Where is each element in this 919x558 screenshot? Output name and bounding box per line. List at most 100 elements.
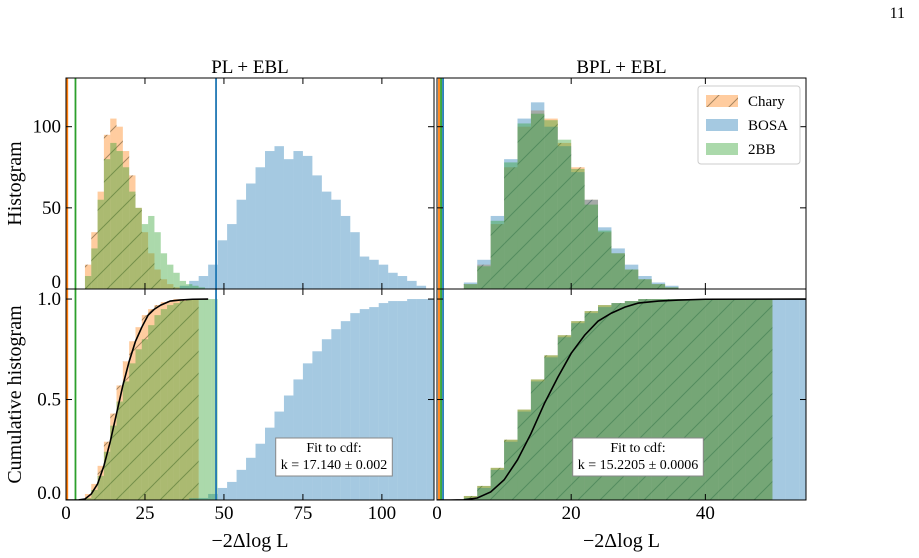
bar — [397, 276, 408, 289]
bar — [745, 299, 760, 500]
bar — [463, 284, 478, 289]
bar — [211, 299, 218, 500]
bar — [179, 280, 187, 289]
bar — [186, 299, 193, 500]
bar-hatch — [705, 299, 719, 500]
bar — [611, 248, 625, 289]
y-tick-label: 0.0 — [37, 483, 61, 504]
bar — [148, 215, 155, 289]
annotation-text: Fit to cdf: — [610, 441, 665, 456]
y-axis-label: Histogram — [4, 141, 26, 226]
bar — [312, 175, 322, 289]
bar — [388, 301, 398, 500]
bar-hatch — [732, 299, 746, 500]
bar-hatch — [504, 167, 518, 289]
bar — [584, 199, 599, 289]
bar — [148, 325, 155, 500]
fit-curve — [66, 298, 209, 500]
bar — [97, 475, 104, 500]
bar — [557, 335, 572, 500]
bar — [265, 427, 275, 500]
bar — [544, 355, 558, 500]
legend-swatch — [706, 143, 738, 155]
bar — [350, 313, 360, 500]
bar-hatch — [110, 413, 117, 500]
bar-hatch — [718, 299, 733, 500]
bar — [217, 240, 228, 289]
bar — [321, 339, 332, 500]
bar — [302, 155, 313, 289]
bar — [116, 151, 123, 289]
bar-hatch — [129, 341, 136, 500]
bar — [331, 199, 341, 289]
y-tick-label: 100 — [33, 117, 62, 138]
bar — [227, 224, 237, 289]
bar-hatch — [154, 305, 161, 500]
bar — [416, 299, 427, 500]
bar — [110, 142, 117, 289]
bar-hatch — [84, 264, 92, 289]
bar — [388, 272, 398, 289]
bar-hatch — [141, 315, 149, 500]
bar-hatch — [557, 335, 572, 500]
bar-hatch — [110, 118, 117, 289]
bar — [160, 309, 168, 500]
bar — [378, 303, 389, 500]
bar — [312, 351, 322, 500]
bar — [110, 425, 117, 500]
x-tick-label: 40 — [696, 503, 715, 524]
bar-hatch — [517, 409, 531, 500]
bar — [477, 266, 491, 289]
bar-hatch — [179, 299, 187, 500]
bar-hatch — [103, 441, 111, 500]
bar — [173, 303, 180, 500]
bar — [173, 272, 180, 289]
x-axis-label: −2Δlog L — [212, 530, 289, 552]
bar — [340, 215, 351, 289]
bar-hatch — [598, 232, 612, 289]
plot-area — [438, 78, 679, 289]
bar — [198, 299, 205, 500]
bar — [705, 299, 719, 500]
bar — [204, 299, 212, 500]
bar — [167, 264, 174, 289]
x-axis-label: −2Δlog L — [583, 530, 660, 552]
bar-hatch — [530, 110, 545, 289]
bar — [598, 230, 612, 289]
bar-hatch — [544, 118, 558, 289]
bar — [103, 159, 111, 289]
y-tick-label: 50 — [42, 198, 61, 219]
bar — [624, 264, 639, 289]
bar-hatch — [173, 299, 180, 500]
bar — [198, 287, 205, 289]
bar — [135, 349, 142, 500]
bar — [189, 280, 199, 289]
annotation-box — [275, 437, 393, 477]
x-tick-label: 0 — [432, 503, 442, 524]
bar — [154, 232, 161, 289]
bar — [416, 285, 427, 289]
bar-hatch — [638, 279, 652, 289]
bar — [611, 253, 625, 289]
bar — [584, 204, 599, 289]
bar — [246, 457, 256, 500]
bar — [369, 307, 379, 500]
bar-hatch — [154, 269, 161, 289]
bar — [557, 146, 572, 289]
bar-hatch — [129, 175, 136, 289]
bar — [179, 285, 190, 289]
bar — [530, 102, 545, 289]
bar-hatch — [91, 232, 98, 289]
bar — [517, 123, 531, 289]
x-tick-label: 20 — [562, 503, 581, 524]
bar — [227, 481, 237, 500]
bar — [638, 279, 652, 289]
bar — [490, 220, 505, 289]
bar — [189, 497, 199, 500]
bar-hatch — [186, 299, 193, 500]
bar-hatch — [116, 126, 123, 289]
bar-hatch — [135, 327, 142, 500]
page-number: 11 — [890, 5, 905, 22]
bar — [160, 253, 168, 289]
